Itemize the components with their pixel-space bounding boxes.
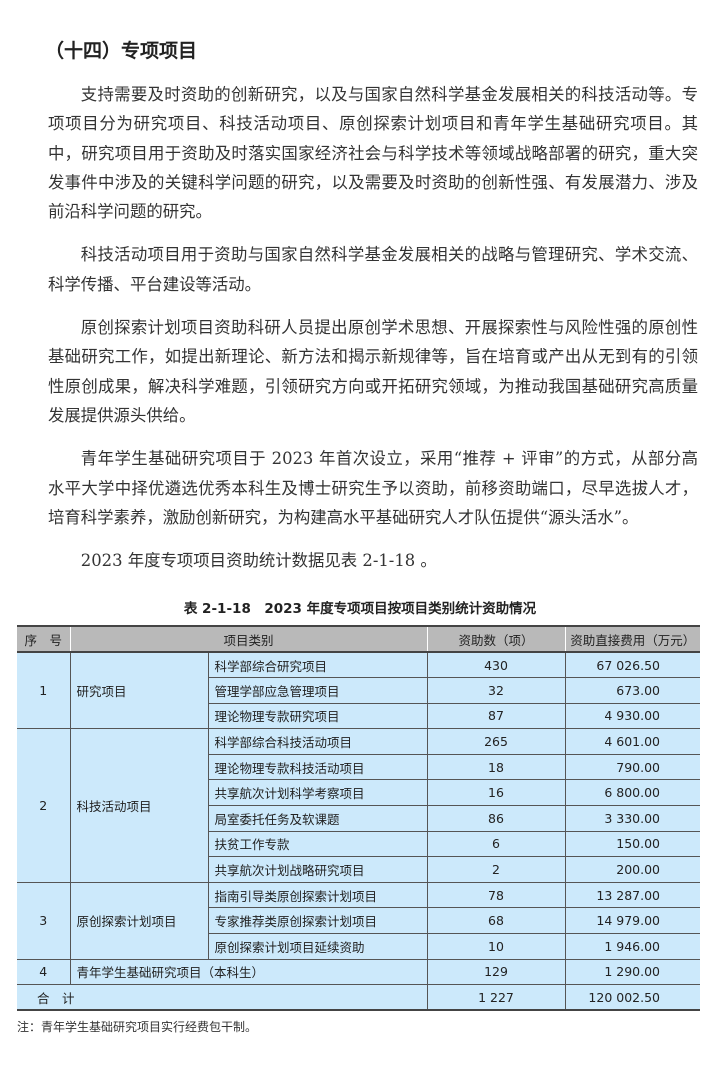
row-no: 2 (17, 728, 71, 883)
paragraph: 支持需要及时资助的创新研究，以及与国家自然科学基金发展相关的科技活动等。专项项目… (48, 85, 698, 222)
table-row: 1 研究项目 科学部综合研究项目 430 67 026.50 (17, 651, 700, 730)
row-no: 1 (17, 651, 71, 730)
item-name: 科学部综合科技活动项目 (207, 728, 428, 755)
paragraph: 科技活动项目用于资助与国家自然科学基金发展相关的战略与管理研究、学术交流、科学传… (48, 245, 698, 294)
item-name: 专家推荐类原创探索计划项目 (208, 907, 428, 935)
item-count: 2 (426, 856, 566, 883)
table-header-row: 序 号 项目类别 资助数（项） 资助直接费用（万元） (17, 625, 700, 653)
funding-table: 序 号 项目类别 资助数（项） 资助直接费用（万元） 1 研究项目 科学部综合研究项… (17, 625, 700, 1012)
item-cost: 150.00 (564, 830, 700, 858)
paragraph: 2023 年度专项项目资助统计数据见表 2-1-18 。 (80, 551, 437, 571)
item-cost: 4 601.00 (564, 728, 700, 755)
group-name: 科技活动项目 (69, 728, 209, 883)
table-row: 共享航次计划战略研究项目 2 200.00 (17, 856, 700, 883)
item-count: 78 (426, 881, 566, 909)
item-cost: 14 979.00 (564, 907, 700, 935)
item-cost: 6 800.00 (564, 779, 700, 807)
item-name: 指南引导类原创探索计划项目 (207, 881, 428, 909)
item-name: 扶贫工作专款 (208, 830, 428, 858)
item-name: 管理学部应急管理项目 (208, 677, 428, 704)
table-row: 共享航次计划科学考察项目 16 6 800.00 (17, 779, 700, 807)
paragraph: 青年学生基础研究项目于 2023 年首次设立，采用“推荐 + 评审”的方式，从部… (48, 449, 698, 527)
item-name: 理论物理专款研究项目 (208, 702, 428, 730)
item-count: 68 (426, 907, 566, 935)
item-cost: 67 026.50 (564, 651, 700, 679)
item-count: 265 (426, 728, 566, 755)
item-name: 科学部综合研究项目 (207, 651, 428, 679)
item-cost: 200.00 (564, 856, 700, 883)
item-name: 共享航次计划科学考察项目 (208, 779, 428, 807)
table-row: 扶贫工作专款 6 150.00 (17, 830, 700, 858)
header-cost: 资助直接费用（万元） (564, 625, 700, 653)
item-count: 18 (426, 753, 566, 781)
table-note: 注：青年学生基础研究项目实行经费包干制。 (17, 1020, 258, 1034)
total-label: 合 计 (17, 984, 428, 1011)
item-count: 6 (426, 830, 566, 858)
item-name: 局室委托任务及软课题 (208, 805, 428, 832)
item-cost: 4 930.00 (564, 702, 700, 730)
table-caption: 表 2-1-18 2023 年度专项项目按项目类别统计资助情况 (183, 601, 537, 617)
item-cost: 13 287.00 (564, 881, 700, 909)
table-row: 局室委托任务及软课题 86 3 330.00 (17, 805, 700, 832)
item-name: 原创探索计划项目延续资助 (208, 933, 428, 960)
item-cost: 1 946.00 (564, 933, 700, 960)
header-count: 资助数（项） (426, 625, 566, 653)
row-no: 4 (17, 958, 71, 986)
total-count: 1 227 (426, 984, 566, 1011)
header-no: 序 号 (17, 625, 71, 653)
item-cost: 673.00 (564, 677, 700, 704)
item-count: 129 (426, 958, 566, 986)
item-count: 10 (426, 933, 566, 960)
item-name: 理论物理专款科技活动项目 (208, 753, 428, 781)
item-count: 430 (426, 651, 566, 679)
item-name: 共享航次计划战略研究项目 (208, 856, 428, 883)
table-row: 2 科技活动项目 科学部综合科技活动项目 265 4 601.00 (17, 728, 700, 883)
section-title: （十四）专项项目 (45, 40, 198, 62)
group-name: 原创探索计划项目 (69, 881, 209, 960)
group-name: 研究项目 (69, 651, 209, 730)
table-row: 3 原创探索计划项目 指南引导类原创探索计划项目 78 13 287.00 (17, 881, 700, 960)
body-text: 支持需要及时资助的创新研究，以及与国家自然科学基金发展相关的科技活动等。专项项目… (48, 80, 698, 589)
row-no: 3 (17, 881, 71, 960)
table-row: 理论物理专款科技活动项目 18 790.00 (17, 753, 700, 781)
item-count: 32 (426, 677, 566, 704)
total-cost: 120 002.50 (564, 984, 700, 1011)
item-cost: 3 330.00 (564, 805, 700, 832)
item-count: 87 (426, 702, 566, 730)
item-cost: 1 290.00 (564, 958, 700, 986)
paragraph: 原创探索计划项目资助科研人员提出原创学术思想、开展探索性与风险性强的原创性基础研… (48, 318, 698, 425)
item-count: 16 (426, 779, 566, 807)
table-row: 4 青年学生基础研究项目（本科生） 129 1 290.00 (17, 958, 700, 986)
item-count: 86 (426, 805, 566, 832)
group-name: 青年学生基础研究项目（本科生） (69, 958, 428, 986)
table-row: 专家推荐类原创探索计划项目 68 14 979.00 (17, 907, 700, 935)
item-cost: 790.00 (564, 753, 700, 781)
header-category: 项目类别 (69, 625, 428, 653)
